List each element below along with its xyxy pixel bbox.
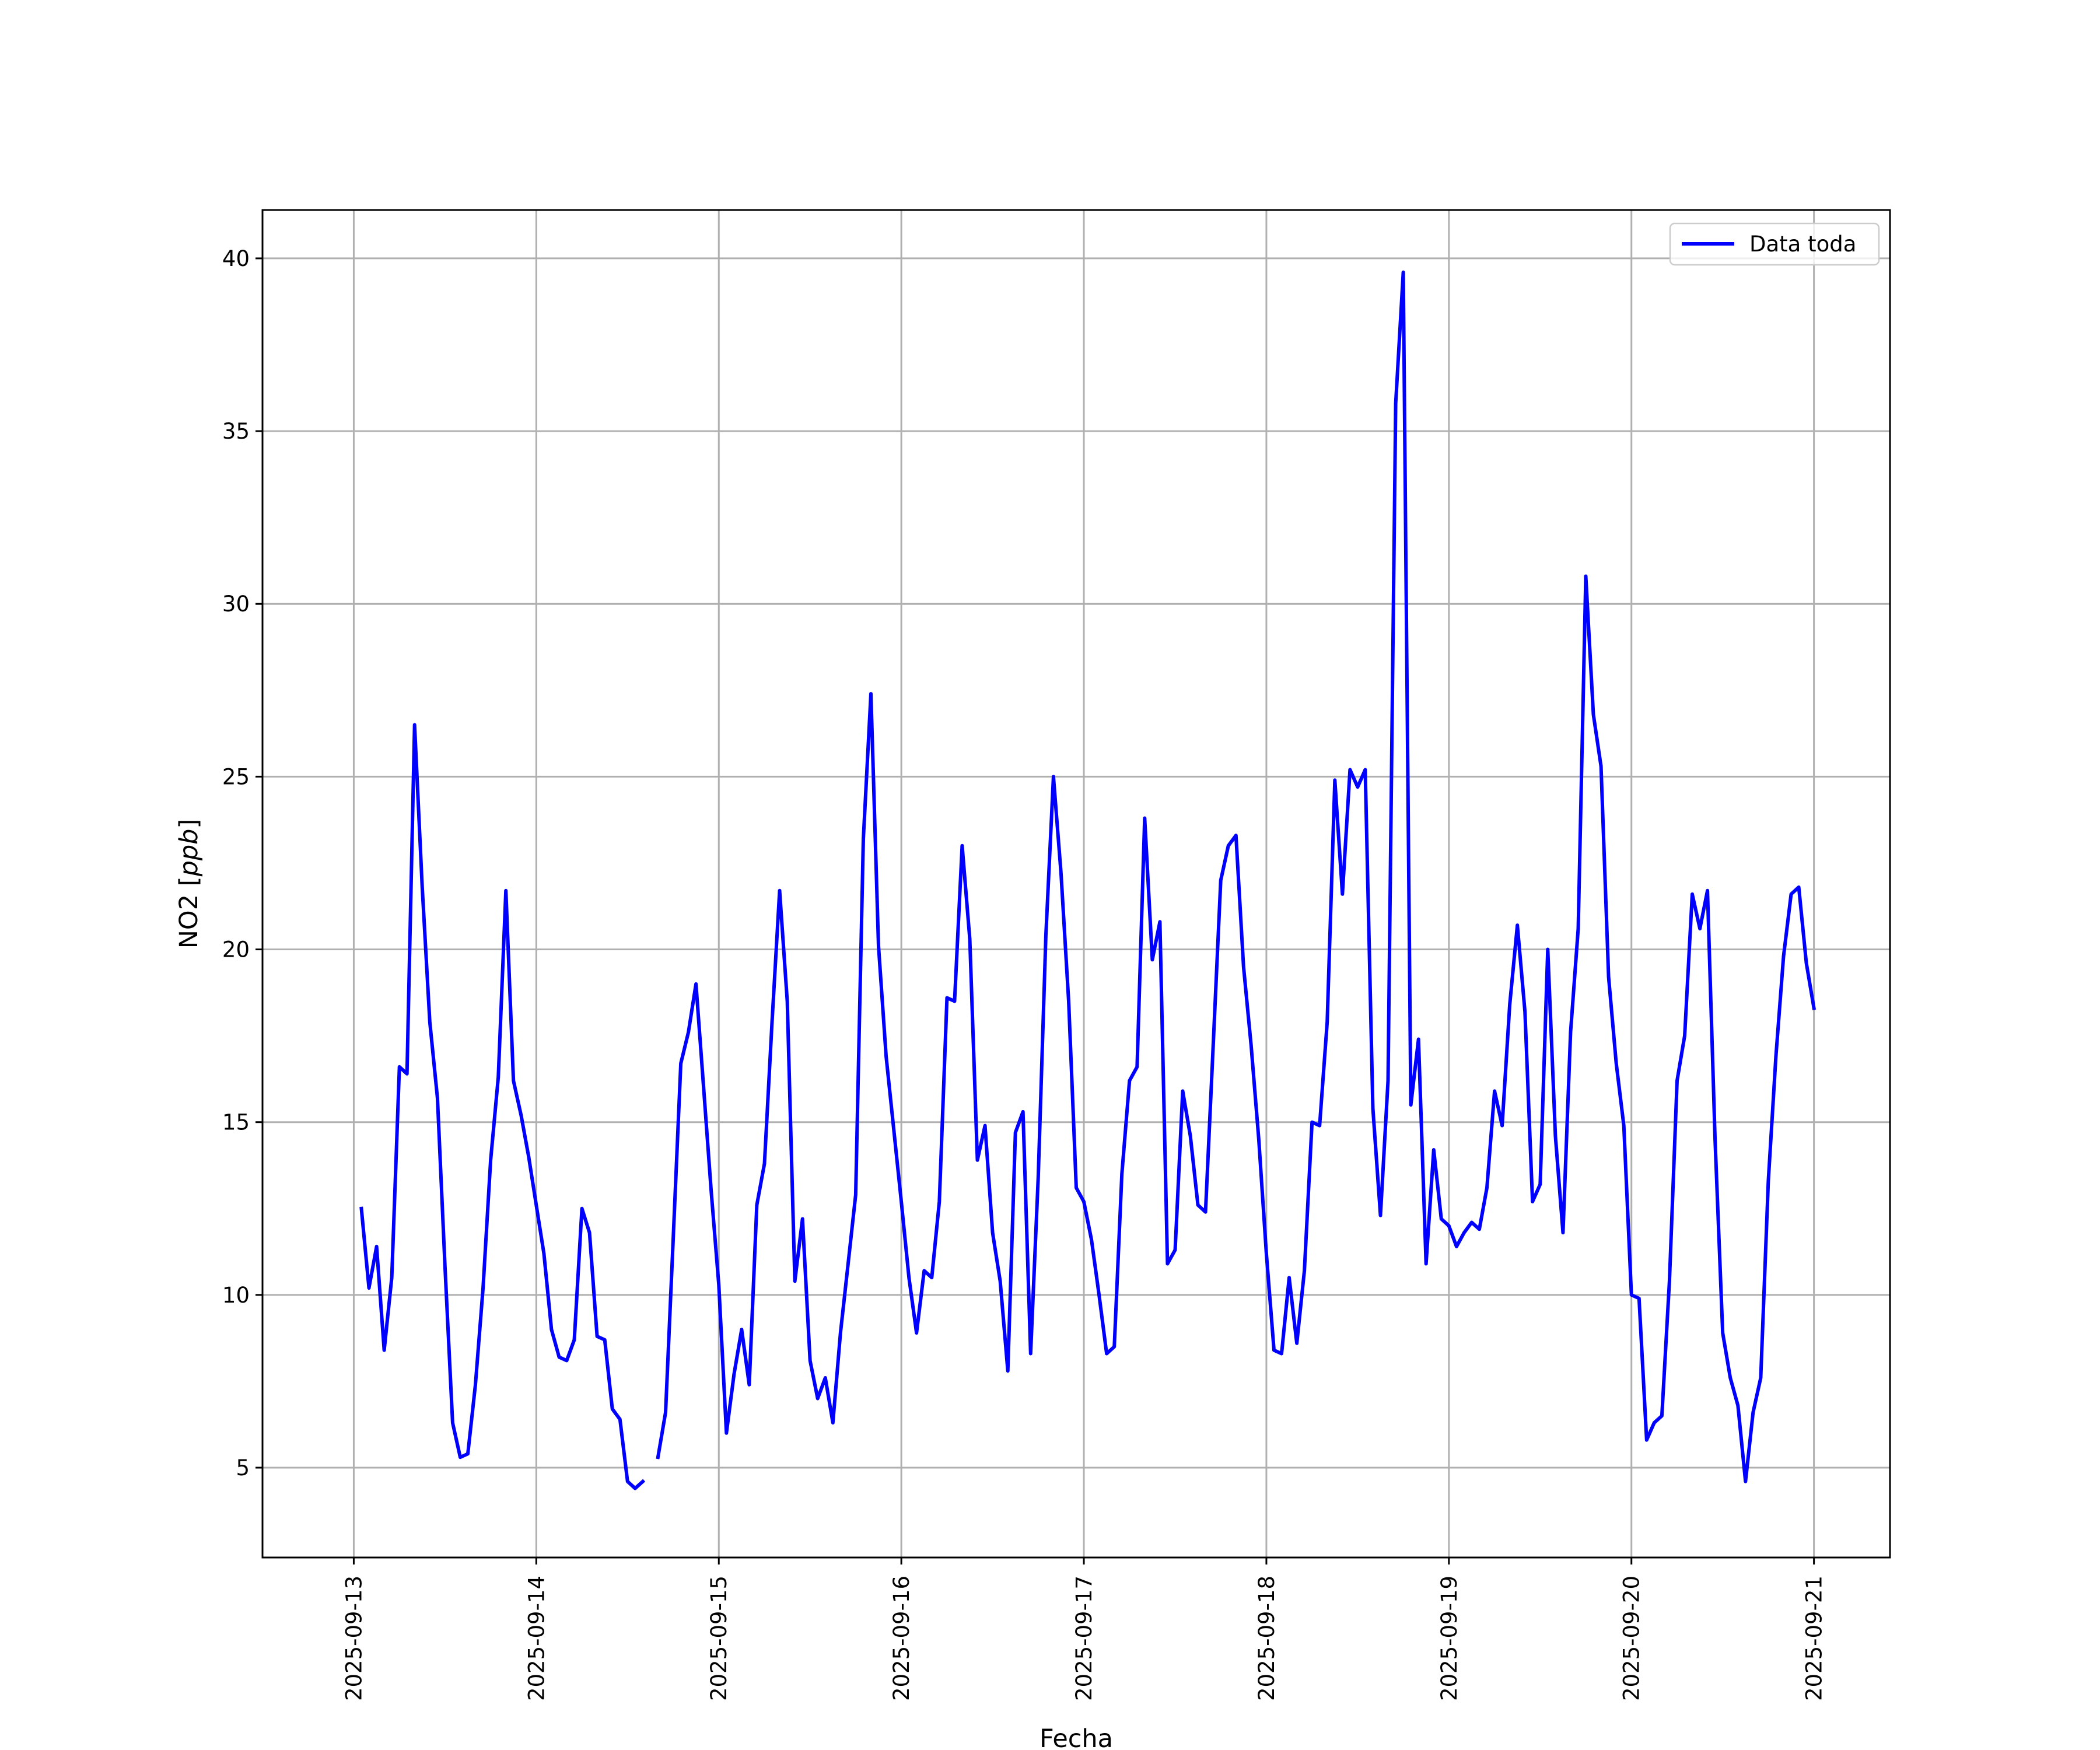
y-tick-label: 30 <box>222 592 250 617</box>
y-axis-label-suffix: ] <box>174 819 204 829</box>
y-tick-label: 35 <box>222 419 250 444</box>
y-tick-label: 25 <box>222 764 250 789</box>
x-tick-label: 2025-09-13 <box>341 1576 366 1701</box>
y-axis: 5 10 15 20 25 30 35 40 <box>222 246 262 1480</box>
x-tick-label: 2025-09-19 <box>1437 1576 1462 1701</box>
x-tick-label: 2025-09-16 <box>889 1576 914 1701</box>
x-axis-label: Fecha <box>1040 1724 1113 1750</box>
x-tick-label: 2025-09-18 <box>1254 1576 1279 1701</box>
legend-label-data-toda: Data toda <box>1749 232 1856 257</box>
y-axis-label-prefix: NO2 [ <box>174 876 204 949</box>
y-tick-label: 10 <box>222 1283 250 1308</box>
y-axis-label-unit: ppb <box>174 829 204 877</box>
y-tick-label: 20 <box>222 937 250 963</box>
y-tick-label: 5 <box>236 1455 250 1480</box>
x-tick-label: 2025-09-20 <box>1619 1576 1644 1701</box>
x-tick-label: 2025-09-14 <box>524 1576 549 1701</box>
plot-frame <box>261 209 1891 1559</box>
y-gridlines <box>262 257 1890 1469</box>
series-line-segment <box>656 270 1817 1483</box>
legend-box <box>1669 222 1880 266</box>
x-axis: 2025-09-13 2025-09-14 2025-09-15 2025-09-16… <box>341 1558 1827 1701</box>
x-tick-label: 2025-09-17 <box>1072 1576 1097 1701</box>
y-tick-label: 15 <box>222 1110 250 1135</box>
x-tick-label: 2025-09-15 <box>706 1576 732 1701</box>
y-tick-label: 40 <box>222 246 250 271</box>
series-line-segment <box>359 723 646 1490</box>
x-gridlines <box>352 210 1815 1558</box>
x-tick-label: 2025-09-21 <box>1802 1576 1827 1701</box>
legend: Data toda <box>1669 222 1880 266</box>
y-axis-label: NO2 [ppb] <box>174 819 204 949</box>
series-layer <box>359 270 1817 1490</box>
